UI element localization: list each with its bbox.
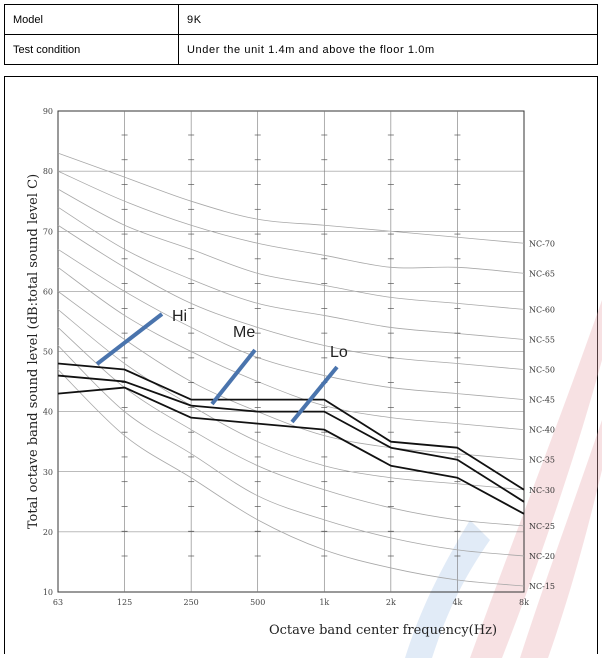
y-tick-labels: 10 20 30 40 50 60 70 80 90	[43, 107, 53, 597]
nc-label: NC-45	[529, 396, 555, 405]
callout-label-lo: Lo	[330, 344, 348, 361]
x-axis-title: Octave band center frequency(Hz)	[269, 623, 497, 638]
x-tick-label: 125	[117, 598, 132, 607]
nc-curves	[57, 152, 525, 587]
y-tick-label: 80	[43, 167, 53, 176]
nc-label: NC-35	[529, 456, 555, 465]
y-tick-label: 50	[43, 348, 53, 357]
y-tick-label: 70	[43, 227, 53, 236]
chart-grid	[57, 110, 525, 593]
spec-row-model: Model 9K	[4, 4, 598, 35]
nc-label: NC-25	[529, 522, 555, 531]
callout-label-hi: Hi	[172, 308, 187, 325]
x-tick-label: 250	[184, 598, 199, 607]
spec-table: Model 9K Test condition Under the unit 1…	[4, 4, 598, 65]
callout-pointers: Hi Me Lo	[95, 308, 348, 424]
series-line-me	[57, 374, 525, 503]
series-line-hi	[57, 362, 525, 491]
x-tick-label: 63	[53, 598, 63, 607]
watermark-stripe	[520, 420, 602, 658]
x-tick-label: 1k	[319, 598, 329, 607]
y-tick-label: 30	[43, 468, 53, 477]
nc-curve	[57, 309, 525, 491]
nc-label: NC-15	[529, 582, 555, 591]
nc-label: NC-20	[529, 552, 555, 561]
nc-label: NC-60	[529, 305, 555, 314]
nc-labels: NC-70 NC-65 NC-60 NC-55 NC-50 NC-45 NC-40 NC-35…	[529, 239, 555, 591]
series-line-lo	[57, 386, 525, 515]
spec-value-test-condition: Under the unit 1.4m and above the floor …	[178, 34, 598, 65]
nc-label: NC-50	[529, 366, 555, 375]
watermark-logo	[405, 300, 602, 658]
nc-curve	[57, 152, 525, 244]
y-tick-label: 10	[43, 588, 53, 597]
y-tick-label: 20	[43, 528, 53, 537]
y-tick-label: 40	[43, 408, 53, 417]
nc-curve	[57, 206, 525, 340]
nc-label: NC-30	[529, 486, 555, 495]
y-tick-label: 60	[43, 287, 53, 296]
nc-label: NC-40	[529, 426, 555, 435]
spec-value-model: 9K	[178, 4, 598, 35]
nc-curve	[57, 345, 525, 557]
x-tick-label: 500	[250, 598, 265, 607]
callout-pointer-hi	[95, 312, 164, 366]
error-bars	[121, 134, 461, 557]
nc-label: NC-70	[529, 239, 555, 248]
callout-label-me: Me	[233, 324, 255, 341]
spec-row-test-condition: Test condition Under the unit 1.4m and a…	[4, 34, 598, 65]
nc-curve	[57, 224, 525, 370]
nc-curve	[57, 248, 525, 400]
nc-curve	[57, 170, 525, 274]
callout-pointer-lo	[290, 365, 339, 424]
x-tick-label: 8k	[519, 598, 529, 607]
nc-curve	[57, 267, 525, 431]
nc-curve	[57, 188, 525, 310]
x-tick-label: 2k	[386, 598, 396, 607]
y-axis-title: Total octave band sound level (dB:total …	[26, 174, 41, 529]
x-tick-labels: 63 125 250 500 1k 2k 4k 8k	[53, 598, 529, 607]
y-tick-label: 90	[43, 107, 53, 116]
chart-frame	[4, 76, 598, 654]
spec-label-model: Model	[4, 4, 179, 35]
data-series	[57, 362, 525, 515]
x-tick-label: 4k	[452, 598, 462, 607]
nc-curve	[57, 369, 525, 587]
nc-curve	[57, 291, 525, 461]
nc-label: NC-55	[529, 335, 555, 344]
callout-pointer-me	[210, 348, 257, 406]
watermark-stripe	[405, 520, 490, 658]
nc-label: NC-65	[529, 269, 555, 278]
watermark-stripe	[470, 300, 602, 658]
